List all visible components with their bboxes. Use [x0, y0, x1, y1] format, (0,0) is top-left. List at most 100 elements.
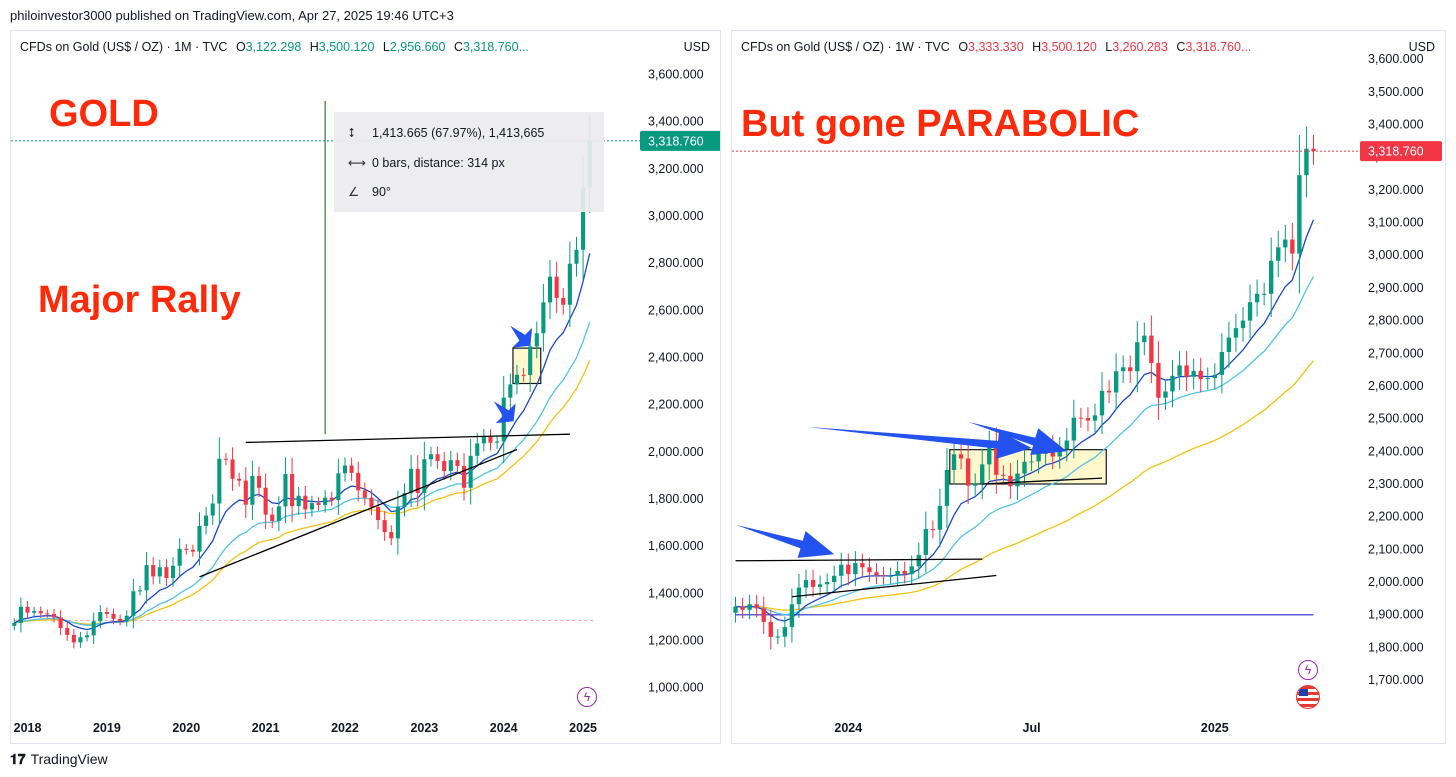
- candle-body: [323, 497, 328, 505]
- trendline: [245, 433, 570, 444]
- candle-body: [270, 514, 275, 521]
- candle-body: [468, 455, 473, 488]
- candle-body: [369, 497, 374, 508]
- close-key: C: [1176, 40, 1186, 54]
- open-key: O: [235, 40, 246, 54]
- candle-body: [223, 458, 228, 460]
- candle-body: [18, 606, 23, 623]
- candle-body: [455, 460, 460, 467]
- candle-body: [362, 490, 367, 498]
- candle-body: [1311, 148, 1316, 151]
- annotation-arrow: [510, 325, 533, 348]
- candle-body: [309, 503, 314, 510]
- candle-body: [839, 564, 844, 576]
- candle-body: [1198, 370, 1203, 380]
- candle-body: [937, 505, 943, 530]
- candle-body: [1205, 378, 1210, 380]
- candle-body: [1276, 247, 1281, 261]
- monthly-legend: CFDs on Gold (US$ / OZ) · 1M · TVC O3,12…: [20, 40, 529, 54]
- candle-body: [1120, 367, 1126, 372]
- monthly-chart-canvas[interactable]: 1,000.000 1,200.000 1,400.000 1,600.000 1,80…: [11, 31, 720, 743]
- open-value: 3,333.330: [968, 40, 1024, 54]
- y-tick-label: 3,600.000: [648, 68, 704, 82]
- candle-body: [124, 615, 129, 621]
- candle-body: [1177, 365, 1182, 376]
- candle-body: [888, 575, 893, 577]
- lightning-icon[interactable]: ϟ: [577, 687, 597, 707]
- candle-body: [356, 472, 361, 491]
- candle-body: [51, 613, 57, 618]
- candle-body: [415, 468, 420, 493]
- currency-label[interactable]: USD: [1408, 40, 1435, 54]
- publisher-line: philoinvestor3000 published on TradingVi…: [10, 8, 454, 23]
- x-tick-label: 2019: [93, 721, 121, 735]
- currency-label[interactable]: USD: [683, 40, 710, 54]
- candle-body: [1092, 415, 1098, 421]
- candle-body: [91, 621, 96, 636]
- weekly-chart-canvas[interactable]: 1,700.000 1,800.000 1,900.000 2,000.000 2,10…: [732, 31, 1445, 743]
- candle-body: [316, 503, 321, 505]
- chart-panel-monthly[interactable]: 1,000.000 1,200.000 1,400.000 1,600.000 1,80…: [10, 30, 721, 744]
- us-flag-icon[interactable]: [1296, 685, 1320, 709]
- candle-body: [32, 611, 37, 613]
- candle-body: [789, 604, 795, 628]
- lightning-icon[interactable]: ϟ: [1298, 660, 1318, 680]
- candle-body: [1128, 367, 1133, 372]
- annotation-arrow: [968, 421, 1067, 455]
- candle-body: [342, 465, 348, 474]
- candle-body: [1008, 475, 1013, 487]
- candle-body: [395, 506, 400, 539]
- y-tick-label: 2,600.000: [648, 303, 704, 317]
- y-tick-label: 2,200.000: [648, 398, 704, 412]
- candle-body: [85, 635, 90, 638]
- x-tick-label: 2024: [834, 721, 862, 735]
- y-tick-label: 3,200.000: [648, 162, 704, 176]
- last-price-tag-label: 3,318.760: [648, 134, 704, 148]
- y-tick-label: 3,500.000: [1368, 85, 1424, 99]
- candle-body: [104, 612, 109, 614]
- candle-body: [987, 446, 992, 465]
- x-tick-label: 2020: [172, 721, 200, 735]
- candle-body: [184, 548, 189, 550]
- measure-range: 1,413.665 (67.97%), 1,413,665: [372, 126, 545, 140]
- candle-body: [768, 621, 773, 637]
- candle-body: [567, 263, 572, 305]
- candle-body: [389, 532, 394, 539]
- y-tick-label: 1,000.000: [648, 681, 704, 695]
- candle-body: [283, 474, 288, 507]
- candle-body: [250, 475, 255, 505]
- candle-body: [951, 454, 957, 470]
- high-value: 3,500.120: [318, 40, 375, 54]
- open-value: 3,122.298: [245, 40, 302, 54]
- candle-body: [1078, 417, 1084, 419]
- symbol-label[interactable]: CFDs on Gold (US$ / OZ) · 1W · TVC: [741, 40, 950, 54]
- candle-body: [422, 459, 427, 493]
- candle-body: [874, 572, 879, 576]
- symbol-label[interactable]: CFDs on Gold (US$ / OZ) · 1M · TVC: [20, 40, 228, 54]
- trendline: [982, 477, 1103, 485]
- y-tick-label: 2,800.000: [648, 256, 704, 270]
- candle-body: [1212, 374, 1217, 379]
- measure-bars: 0 bars, distance: 314 px: [372, 156, 505, 170]
- candle-body: [1170, 375, 1175, 392]
- y-tick-label: 3,100.000: [1368, 216, 1424, 230]
- candle-body: [846, 564, 851, 575]
- y-tick-label: 1,400.000: [648, 586, 704, 600]
- low-value: 2,956.660: [389, 40, 446, 54]
- candle-body: [514, 374, 519, 385]
- close-key: C: [453, 40, 463, 54]
- candle-body: [428, 454, 434, 460]
- candle-body: [12, 622, 17, 626]
- y-tick-label: 1,800.000: [648, 492, 704, 506]
- candle-body: [1064, 440, 1069, 450]
- candle-body: [151, 565, 156, 577]
- candle-body: [137, 590, 143, 592]
- candle-body: [131, 591, 136, 616]
- candle-body: [336, 473, 341, 500]
- chart-panel-weekly[interactable]: 1,700.000 1,800.000 1,900.000 2,000.000 2,10…: [731, 30, 1446, 744]
- candle-body: [803, 580, 809, 588]
- candle-body: [994, 446, 999, 475]
- tradingview-logo-icon: 𝟏𝟕: [10, 751, 26, 767]
- candle-body: [190, 549, 195, 552]
- candle-body: [25, 606, 30, 613]
